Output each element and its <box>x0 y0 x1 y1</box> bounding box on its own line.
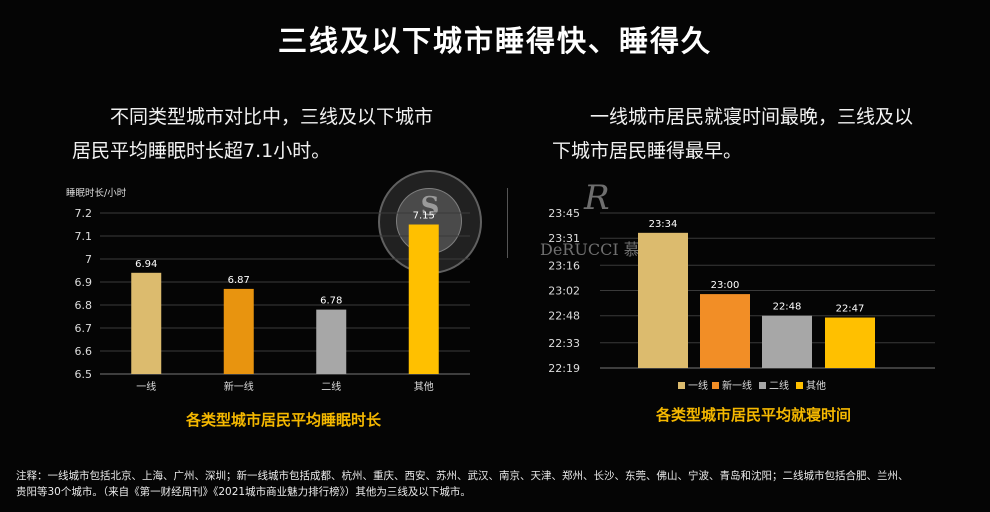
y-tick-label: 6.6 <box>75 345 93 358</box>
y-tick-label: 22:33 <box>548 337 580 350</box>
y-tick-label: 23:45 <box>548 207 580 220</box>
x-tick-label: 新一线 <box>224 380 254 393</box>
data-label: 23:00 <box>711 280 740 291</box>
right-description-line-2: 下城市居民睡得最早。 <box>552 140 743 162</box>
y-tick-label: 6.7 <box>75 322 93 335</box>
y-tick-label: 23:02 <box>548 285 580 298</box>
data-label: 22:48 <box>773 302 802 313</box>
y-tick-label: 7.2 <box>75 207 93 220</box>
y-tick-label: 6.9 <box>75 276 93 289</box>
bar <box>762 315 812 368</box>
right-description: 一线城市居民就寝时间最晚，三线及以 下城市居民睡得最早。 <box>552 100 962 168</box>
footnote-line-1: 注释：一线城市包括北京、上海、广州、深圳；新一线城市包括成都、杭州、重庆、西安、… <box>16 470 909 482</box>
y-tick-label: 7 <box>85 253 92 266</box>
footnote: 注释：一线城市包括北京、上海、广州、深圳；新一线城市包括成都、杭州、重庆、西安、… <box>16 468 976 500</box>
y-tick-label: 6.5 <box>75 368 93 381</box>
data-label: 6.78 <box>320 296 342 307</box>
data-label: 6.87 <box>228 275 250 286</box>
legend-swatch <box>759 382 766 389</box>
data-label: 7.15 <box>413 211 435 222</box>
bedtime-chart-title: 各类型城市居民平均就寝时间 <box>656 406 852 424</box>
page-title: 三线及以下城市睡得快、睡得久 <box>277 24 712 58</box>
y-tick-label: 7.1 <box>75 230 93 243</box>
brand-watermark: R DeRUCCI 慕思 <box>540 178 656 259</box>
bar <box>316 309 347 374</box>
legend-label: 其他 <box>806 379 826 392</box>
legend-label: 新一线 <box>722 379 752 392</box>
bar <box>700 294 750 368</box>
y-tick-label: 6.8 <box>75 299 93 312</box>
x-tick-label: 一线 <box>136 380 156 393</box>
legend-label: 二线 <box>769 379 789 392</box>
left-description: 不同类型城市对比中，三线及以下城市 居民平均睡眠时长超7.1小时。 <box>72 100 492 168</box>
left-description-line-2: 居民平均睡眠时长超7.1小时。 <box>72 140 331 162</box>
bar <box>638 232 688 368</box>
y-tick-label: 23:31 <box>548 232 580 245</box>
data-label: 6.94 <box>135 259 157 270</box>
bar <box>131 272 162 374</box>
watermark-divider <box>507 188 508 258</box>
x-tick-label: 二线 <box>321 380 341 393</box>
y-axis-label: 睡眠时长/小时 <box>66 187 127 199</box>
data-label: 23:34 <box>649 219 678 230</box>
y-tick-label: 22:19 <box>548 362 580 375</box>
left-description-line-1: 不同类型城市对比中，三线及以下城市 <box>110 106 434 128</box>
sleep-duration-chart-title: 各类型城市居民平均睡眠时长 <box>186 411 382 429</box>
right-description-line-1: 一线城市居民就寝时间最晚，三线及以 <box>590 106 914 128</box>
bar <box>223 288 254 374</box>
y-tick-label: 23:16 <box>548 259 580 272</box>
data-label: 22:47 <box>836 304 865 315</box>
legend-swatch <box>712 382 719 389</box>
x-tick-label: 其他 <box>414 380 434 393</box>
y-tick-label: 22:48 <box>548 310 580 323</box>
footnote-line-2: 贵阳等30个城市。（来自《第一财经周刊》《2021城市商业魅力排行榜》）其他为三… <box>16 486 471 498</box>
legend-swatch <box>796 382 803 389</box>
bar <box>408 224 439 374</box>
bar <box>825 317 875 368</box>
legend-label: 一线 <box>688 379 708 392</box>
legend-swatch <box>678 382 685 389</box>
